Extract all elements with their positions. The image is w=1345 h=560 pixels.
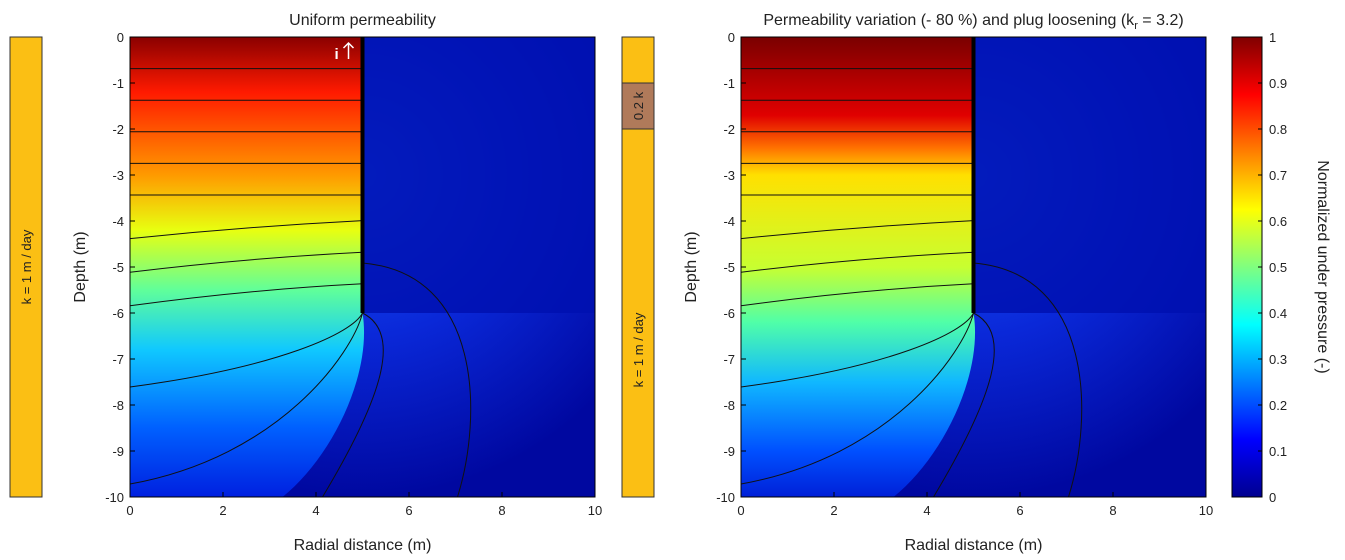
layer-label: 0.2 k bbox=[631, 91, 646, 120]
y-axis-label: Depth (m) bbox=[683, 231, 700, 302]
contour-line bbox=[740, 312, 974, 388]
colorbar-label: Normalized under pressure (-) bbox=[1314, 160, 1331, 373]
colorbar-tick-label: 0 bbox=[1269, 490, 1276, 505]
x-tick-label: 10 bbox=[1199, 503, 1213, 518]
contour-line bbox=[740, 220, 974, 240]
contour-line bbox=[362, 262, 472, 498]
y-tick-label: -1 bbox=[112, 76, 124, 91]
x-tick-label: 0 bbox=[737, 503, 744, 518]
y-tick-label: -2 bbox=[723, 122, 735, 137]
annotation: i bbox=[335, 46, 339, 63]
chart-title: Permeability variation (- 80 %) and plug… bbox=[763, 12, 1183, 32]
y-tick-label: -9 bbox=[112, 444, 124, 459]
side-bar-label: k = 1 m / day bbox=[631, 312, 646, 387]
contour-line bbox=[129, 312, 363, 485]
x-tick-label: 4 bbox=[923, 503, 930, 518]
side-bar-label: k = 1 m / day bbox=[19, 229, 34, 304]
contour-line bbox=[322, 312, 384, 498]
field-upper-right bbox=[973, 37, 1206, 313]
colorbar-tick-label: 0.8 bbox=[1269, 122, 1287, 137]
chart-title: Uniform permeability bbox=[289, 12, 436, 29]
colorbar-tick-label: 0.1 bbox=[1269, 444, 1287, 459]
colorbar-tick-label: 0.7 bbox=[1269, 168, 1287, 183]
title-part: r bbox=[1134, 20, 1138, 32]
colorbar-tick-label: 0.3 bbox=[1269, 352, 1287, 367]
contour-line bbox=[740, 251, 974, 273]
title-part: = 3.2) bbox=[1138, 12, 1184, 29]
y-tick-label: -3 bbox=[723, 168, 735, 183]
y-tick-label: -7 bbox=[112, 352, 124, 367]
x-axis-label: Radial distance (m) bbox=[294, 537, 432, 554]
contour-plot: 0 2 4 6 8 10 0 -1 -2 -3 -4 -5 -6 -7 -8 -9 -10 Radial dist… bbox=[9, 12, 602, 554]
y-tick-label: -1 bbox=[723, 76, 735, 91]
x-tick-label: 2 bbox=[830, 503, 837, 518]
y-axis-label: Depth (m) bbox=[72, 231, 89, 302]
contour-line bbox=[973, 262, 1083, 498]
x-tick-label: 8 bbox=[1109, 503, 1116, 518]
contour-line bbox=[129, 251, 363, 273]
y-tick-label: -4 bbox=[112, 214, 124, 229]
contour-line bbox=[740, 312, 974, 485]
colorbar-tick-label: 0.5 bbox=[1269, 260, 1287, 275]
x-tick-label: 6 bbox=[1016, 503, 1023, 518]
field-left bbox=[741, 37, 976, 497]
y-tick-label: -9 bbox=[723, 444, 735, 459]
side-bar bbox=[9, 36, 43, 498]
title-part: Permeability variation (- 80 %) and plug… bbox=[763, 12, 1135, 29]
y-tick-label: -5 bbox=[112, 260, 124, 275]
y-tick-label: -10 bbox=[105, 490, 124, 505]
y-tick-label: -6 bbox=[723, 306, 735, 321]
contour-line bbox=[129, 220, 363, 240]
x-tick-label: 0 bbox=[126, 503, 133, 518]
contour-line bbox=[129, 312, 363, 388]
y-tick-label: -7 bbox=[723, 352, 735, 367]
layer bbox=[621, 82, 655, 130]
colorbar-tick-label: 0.6 bbox=[1269, 214, 1287, 229]
contour-line bbox=[933, 312, 995, 498]
y-tick-label: -4 bbox=[723, 214, 735, 229]
colorbar-tick-label: 0.4 bbox=[1269, 306, 1287, 321]
y-tick-label: 0 bbox=[117, 30, 124, 45]
y-tick-label: -3 bbox=[112, 168, 124, 183]
x-tick-label: 6 bbox=[405, 503, 412, 518]
contour-line bbox=[740, 283, 974, 307]
x-tick-label: 8 bbox=[498, 503, 505, 518]
contour-line bbox=[129, 283, 363, 307]
x-axis-label: Radial distance (m) bbox=[905, 537, 1043, 554]
colorbar-tick-label: 0.9 bbox=[1269, 76, 1287, 91]
y-tick-label: -2 bbox=[112, 122, 124, 137]
y-tick-label: 0 bbox=[728, 30, 735, 45]
field-upper-right bbox=[362, 37, 595, 313]
y-tick-label: -5 bbox=[723, 260, 735, 275]
x-tick-label: 10 bbox=[588, 503, 602, 518]
x-tick-label: 2 bbox=[219, 503, 226, 518]
colorbar bbox=[1231, 36, 1263, 498]
annotation-arrow bbox=[342, 41, 355, 59]
field-left bbox=[130, 37, 365, 497]
y-tick-label: -10 bbox=[716, 490, 735, 505]
y-tick-label: -8 bbox=[723, 398, 735, 413]
y-tick-label: -6 bbox=[112, 306, 124, 321]
x-tick-label: 4 bbox=[312, 503, 319, 518]
y-tick-label: -8 bbox=[112, 398, 124, 413]
colorbar-tick-label: 0.2 bbox=[1269, 398, 1287, 413]
colorbar-tick-label: 1 bbox=[1269, 30, 1276, 45]
